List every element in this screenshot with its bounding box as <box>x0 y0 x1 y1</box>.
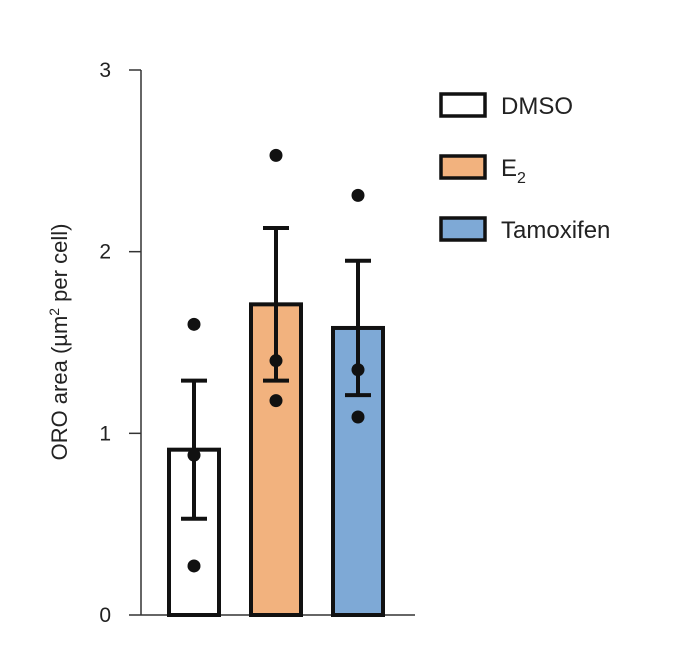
bar-group-e2 <box>249 148 303 617</box>
data-point <box>351 188 365 202</box>
legend-swatch <box>439 216 487 242</box>
y-tick-label: 1 <box>99 422 111 445</box>
y-tick-label: 2 <box>99 241 111 264</box>
y-axis-label-tail: per cell) <box>47 224 72 308</box>
legend-label-main: E <box>501 155 517 182</box>
data-point <box>351 410 365 424</box>
bar-group-dmso <box>167 317 221 617</box>
y-axis-label: ORO area (µm2 per cell) <box>46 224 72 461</box>
y-tick-label: 0 <box>99 604 111 627</box>
data-point <box>187 448 201 462</box>
legend-item: DMSO <box>439 92 573 120</box>
legend-label: E2 <box>501 155 526 187</box>
legend-label-main: Tamoxifen <box>501 217 610 244</box>
bar-group-tamoxifen <box>331 188 385 617</box>
legend-label: DMSO <box>501 93 573 120</box>
data-point <box>269 394 283 408</box>
y-tick-label: 3 <box>99 59 111 82</box>
y-axis-label-superscript: 2 <box>46 308 62 316</box>
data-point <box>269 148 283 162</box>
data-point <box>187 559 201 573</box>
legend-item: E2 <box>439 154 526 187</box>
legend-label-subscript: 2 <box>517 170 526 187</box>
data-point <box>187 317 201 331</box>
legend-swatch <box>439 154 487 180</box>
data-point <box>269 354 283 368</box>
legend-label-main: DMSO <box>501 93 573 120</box>
y-axis-label-main: ORO area (µm <box>47 316 72 461</box>
data-point <box>351 363 365 377</box>
legend-swatch <box>439 92 487 118</box>
legend-item: Tamoxifen <box>439 216 610 244</box>
legend: DMSO E2 Tamoxifen <box>439 92 610 244</box>
legend-label: Tamoxifen <box>501 217 610 244</box>
